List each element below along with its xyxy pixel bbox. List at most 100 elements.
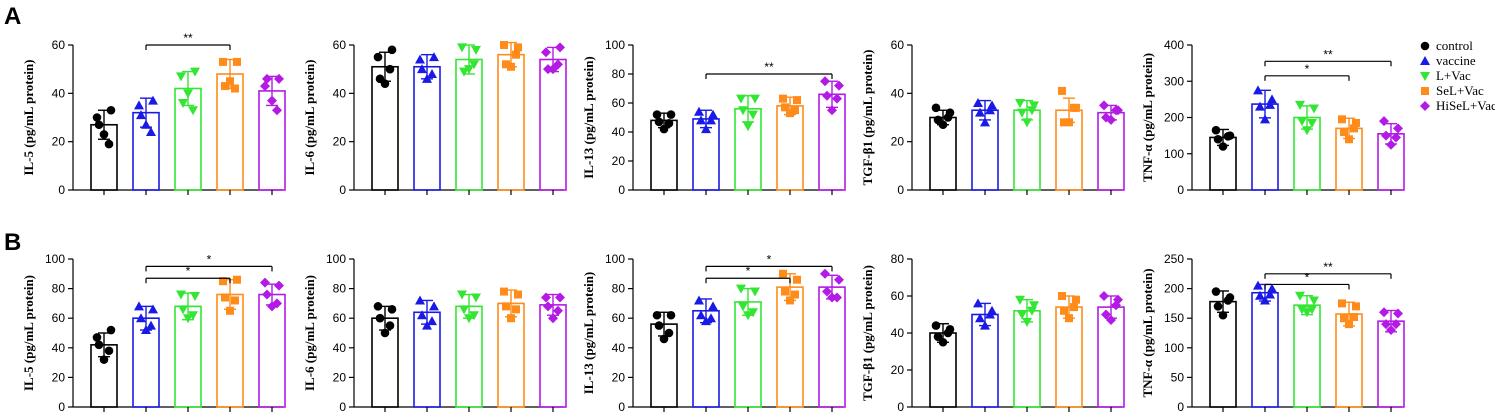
data-point xyxy=(701,124,711,134)
y-tick-label: 60 xyxy=(333,38,347,52)
y-tick-label: 60 xyxy=(52,311,66,325)
data-point xyxy=(1260,114,1270,124)
y-tick-label: 40 xyxy=(891,326,905,340)
data-point xyxy=(274,73,284,84)
data-point xyxy=(183,314,193,324)
data-point xyxy=(1379,307,1389,318)
data-point xyxy=(385,321,395,330)
data-point xyxy=(943,113,953,122)
data-point xyxy=(822,90,832,101)
data-point xyxy=(146,127,156,136)
data-point xyxy=(541,47,551,58)
data-point xyxy=(1029,101,1039,111)
y-tick-label: 0 xyxy=(339,400,346,413)
y-tick-label: 0 xyxy=(897,400,904,413)
data-point xyxy=(190,67,200,77)
y-tick-label: 80 xyxy=(891,252,905,266)
data-point xyxy=(427,316,437,326)
data-point xyxy=(134,301,144,311)
data-point xyxy=(422,73,432,83)
data-point xyxy=(1260,295,1270,305)
data-point xyxy=(1295,291,1305,301)
data-point xyxy=(1265,99,1275,109)
data-point xyxy=(178,305,188,315)
data-point xyxy=(106,325,116,335)
data-point xyxy=(373,302,383,311)
data-point xyxy=(507,62,515,71)
data-point xyxy=(274,280,284,291)
data-point xyxy=(548,313,558,324)
y-tick-label: 0 xyxy=(1177,183,1184,197)
data-point xyxy=(654,117,664,127)
data-point xyxy=(834,80,844,91)
data-point xyxy=(541,292,551,303)
data-point xyxy=(99,130,109,139)
y-tick-label: 40 xyxy=(891,86,905,100)
data-point xyxy=(827,105,837,116)
y-tick-label: 80 xyxy=(333,282,347,296)
legend-label: vaccine xyxy=(1436,53,1476,68)
significance-label: ** xyxy=(183,31,193,45)
data-point xyxy=(1111,105,1121,116)
data-point xyxy=(706,313,716,323)
y-axis-label: TNF-α (pg/mL protein) xyxy=(1140,53,1155,182)
data-point xyxy=(781,103,789,112)
data-point xyxy=(188,106,198,116)
data-point xyxy=(190,292,200,301)
significance-label: * xyxy=(767,252,772,266)
data-point xyxy=(1099,291,1109,301)
y-tick-label: 0 xyxy=(339,183,346,197)
data-point xyxy=(471,293,481,303)
y-tick-label: 40 xyxy=(333,341,347,355)
data-point xyxy=(985,309,995,319)
data-point xyxy=(231,84,239,93)
y-tick-label: 20 xyxy=(891,135,905,149)
y-tick-label: 20 xyxy=(52,370,66,384)
data-point xyxy=(1352,302,1360,311)
data-point xyxy=(708,301,718,311)
data-point xyxy=(820,76,830,87)
data-point xyxy=(429,301,439,311)
data-point xyxy=(1255,101,1265,111)
legend-marker xyxy=(1420,101,1430,111)
y-tick-label: 300 xyxy=(1164,74,1184,88)
y-tick-label: 0 xyxy=(58,400,65,413)
data-point xyxy=(938,337,948,347)
data-point xyxy=(260,81,270,92)
data-point xyxy=(1345,135,1353,144)
data-point xyxy=(272,105,282,116)
data-point xyxy=(500,287,508,296)
data-point xyxy=(696,115,706,125)
data-point xyxy=(148,95,158,105)
data-point xyxy=(1070,103,1078,112)
data-point xyxy=(92,113,102,122)
data-point xyxy=(736,284,746,294)
data-point xyxy=(1022,118,1032,128)
data-point xyxy=(748,110,758,120)
data-point xyxy=(980,117,990,127)
data-point xyxy=(553,59,563,70)
bar xyxy=(539,58,567,191)
y-tick-label: 80 xyxy=(612,67,626,81)
y-tick-label: 40 xyxy=(612,125,626,139)
data-point xyxy=(1265,289,1275,299)
data-point xyxy=(260,277,270,288)
y-tick-label: 400 xyxy=(1164,38,1184,52)
y-tick-label: 60 xyxy=(52,38,66,52)
panel-letter-a: A xyxy=(4,3,21,30)
data-point xyxy=(272,298,282,309)
data-point xyxy=(1015,295,1025,305)
data-point xyxy=(1267,94,1277,104)
data-point xyxy=(219,277,227,286)
data-point xyxy=(502,60,510,69)
y-axis-label: TGF-β1 (pg/mL protein) xyxy=(860,50,875,186)
data-point xyxy=(1340,128,1348,136)
data-point xyxy=(654,321,664,330)
data-point xyxy=(106,105,116,115)
data-point xyxy=(92,333,102,342)
data-point xyxy=(141,119,151,129)
data-point xyxy=(1309,296,1319,306)
